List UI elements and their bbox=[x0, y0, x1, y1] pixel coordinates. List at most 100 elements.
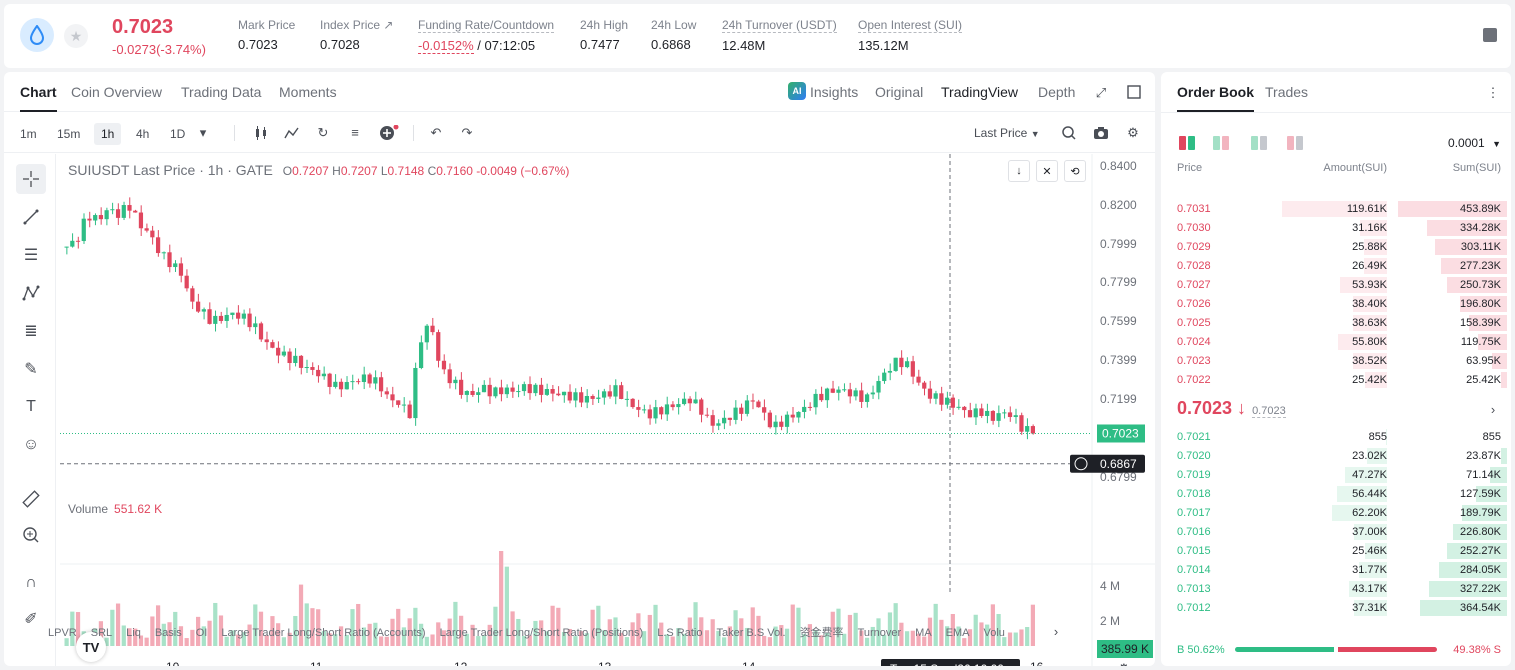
tab-moments[interactable]: Moments bbox=[279, 84, 337, 100]
timeframe-4h[interactable]: 4h bbox=[136, 127, 150, 141]
ask-row[interactable]: 0.7029 25.88K 303.11K bbox=[1161, 238, 1511, 257]
tab-trades[interactable]: Trades bbox=[1265, 84, 1309, 100]
timeframe-15m[interactable]: 15m bbox=[57, 127, 81, 141]
ask-row[interactable]: 0.7027 53.93K 250.73K bbox=[1161, 276, 1511, 295]
indicator-shortcut[interactable]: Taker B.S Vol. bbox=[716, 627, 786, 639]
ask-row[interactable]: 0.7031 119.61K 453.89K bbox=[1161, 200, 1511, 219]
tab-order-book[interactable]: Order Book bbox=[1177, 84, 1255, 112]
ruler-tool-icon[interactable] bbox=[16, 484, 46, 514]
undo-icon[interactable]: ↶ bbox=[430, 125, 442, 140]
indicator-shortcut[interactable]: Basis bbox=[154, 627, 182, 639]
bid-row[interactable]: 0.7015 25.46K 252.27K bbox=[1161, 542, 1511, 561]
add-indicator-icon[interactable] bbox=[379, 124, 399, 141]
volume-bar bbox=[459, 615, 464, 646]
emoji-tool-icon[interactable]: ☺ bbox=[22, 436, 40, 453]
mid-price[interactable]: 0.7023 ↓ 0.7023 bbox=[1177, 398, 1286, 419]
indicator-shortcut[interactable]: LPVR bbox=[48, 627, 77, 639]
axis-settings-icon[interactable]: ⚙ bbox=[1118, 662, 1130, 666]
reset-icon[interactable]: ⟲ bbox=[1064, 160, 1086, 182]
candlestick-type-icon[interactable] bbox=[253, 125, 269, 141]
ask-row[interactable]: 0.7024 55.80K 119.75K bbox=[1161, 333, 1511, 352]
indicator-shortcut[interactable]: MA bbox=[915, 627, 932, 639]
layout-bids-icon[interactable] bbox=[1251, 136, 1267, 150]
precision-select[interactable]: 0.0001 ▼ bbox=[1448, 136, 1501, 150]
more-options-icon[interactable]: ⋮ bbox=[1486, 85, 1500, 100]
row-sum: 453.89K bbox=[1460, 203, 1501, 215]
templates-icon[interactable]: ≡ bbox=[351, 125, 359, 140]
zoom-in-tool-icon[interactable] bbox=[16, 520, 46, 550]
indicator-shortcut[interactable]: Large Trader Long/Short Ratio (Accounts) bbox=[221, 627, 426, 639]
timeframe-1m[interactable]: 1m bbox=[20, 127, 37, 141]
bid-row[interactable]: 0.7016 37.00K 226.80K bbox=[1161, 523, 1511, 542]
trend-line-tool-icon[interactable] bbox=[16, 202, 46, 232]
ask-row[interactable]: 0.7028 26.49K 277.23K bbox=[1161, 257, 1511, 276]
pattern-tool-icon[interactable] bbox=[16, 278, 46, 308]
lock-drawing-icon[interactable]: ✐ bbox=[24, 611, 38, 628]
layout-both-icon[interactable] bbox=[1179, 136, 1195, 150]
settings-gear-icon[interactable]: ⚙ bbox=[1127, 125, 1139, 140]
price-type-select[interactable]: Last Price ▼ bbox=[974, 126, 1040, 140]
indicator-shortcut[interactable]: Liq bbox=[126, 627, 141, 639]
view-tab-depth[interactable]: Depth bbox=[1038, 84, 1076, 100]
book-icon[interactable] bbox=[1483, 28, 1497, 42]
replay-icon[interactable]: ↻ bbox=[317, 125, 329, 140]
text-tool-icon[interactable]: T bbox=[26, 398, 36, 415]
view-tab-original[interactable]: Original bbox=[875, 84, 924, 100]
ask-row[interactable]: 0.7030 31.16K 334.28K bbox=[1161, 219, 1511, 238]
indicators-icon[interactable] bbox=[284, 125, 300, 141]
layout-mixed-icon[interactable] bbox=[1213, 136, 1229, 150]
favorite-star-icon[interactable]: ★ bbox=[64, 24, 88, 48]
stat-index-price[interactable]: Index Price ↗ 0.7028 bbox=[320, 18, 393, 52]
candle-body bbox=[155, 237, 161, 254]
indicator-shortcut[interactable]: L.S Ratio bbox=[657, 627, 703, 639]
camera-icon[interactable] bbox=[1093, 125, 1109, 141]
bid-row[interactable]: 0.7021 855 855 bbox=[1161, 428, 1511, 447]
bid-row[interactable]: 0.7013 43.17K 327.22K bbox=[1161, 580, 1511, 599]
expand-icon[interactable]: ⤢ bbox=[1095, 85, 1107, 100]
tab-trading-data[interactable]: Trading Data bbox=[181, 84, 262, 100]
row-amount: 38.52K bbox=[1352, 355, 1387, 367]
ask-row[interactable]: 0.7025 38.63K 158.39K bbox=[1161, 314, 1511, 333]
chevron-right-icon[interactable]: › bbox=[1053, 624, 1059, 639]
candle-body bbox=[985, 410, 990, 416]
ask-row[interactable]: 0.7026 38.40K 196.80K bbox=[1161, 295, 1511, 314]
add-alert-icon[interactable] bbox=[1074, 457, 1088, 471]
bid-row[interactable]: 0.7017 62.20K 189.79K bbox=[1161, 504, 1511, 523]
indicator-shortcut[interactable]: OI bbox=[195, 627, 208, 639]
bid-row[interactable]: 0.7018 56.44K 127.59K bbox=[1161, 485, 1511, 504]
tab-chart[interactable]: Chart bbox=[20, 84, 57, 112]
view-tab-tradingview[interactable]: TradingView bbox=[941, 84, 1019, 100]
redo-icon[interactable]: ↷ bbox=[461, 125, 473, 140]
price-chart[interactable]: 0.8400 0.8200 0.7999 0.7799 0.7599 0.7399 0.71… bbox=[4, 154, 1155, 666]
bid-row[interactable]: 0.7019 47.27K 71.14K bbox=[1161, 466, 1511, 485]
indicator-shortcut[interactable]: 资金费率 bbox=[799, 627, 844, 639]
horizontal-lines-tool-icon[interactable]: ☰ bbox=[23, 247, 39, 264]
collapse-icon[interactable]: ✕ bbox=[1036, 160, 1058, 182]
ask-row[interactable]: 0.7022 25.42K 25.42K bbox=[1161, 371, 1511, 390]
fullscreen-square-icon[interactable] bbox=[1126, 85, 1142, 101]
view-tab-insights[interactable]: Insights bbox=[810, 84, 859, 100]
timeframe-1h[interactable]: 1h bbox=[94, 123, 122, 145]
indicator-shortcut[interactable]: Large Trader Long/Short Ratio (Positions… bbox=[439, 627, 644, 639]
arrow-down-icon[interactable]: ↓ bbox=[1008, 160, 1030, 182]
chevron-right-icon[interactable]: › bbox=[1490, 402, 1496, 417]
layout-asks-icon[interactable] bbox=[1287, 136, 1303, 150]
indicator-shortcut[interactable]: Turnover bbox=[857, 627, 902, 639]
search-icon[interactable] bbox=[1061, 125, 1077, 141]
magnet-tool-icon[interactable]: ∩ bbox=[25, 574, 37, 591]
indicator-shortcut[interactable]: SRL bbox=[90, 627, 113, 639]
candlestick-chart[interactable]: 0.8400 0.8200 0.7999 0.7799 0.7599 0.7399 0.71… bbox=[4, 154, 1155, 666]
tab-coin-overview[interactable]: Coin Overview bbox=[71, 84, 163, 100]
indicator-shortcut[interactable]: EMA bbox=[945, 627, 970, 639]
fibonacci-tool-icon[interactable]: ≣ bbox=[24, 323, 38, 340]
indicator-shortcut[interactable]: Volu bbox=[983, 627, 1005, 639]
bid-row[interactable]: 0.7020 23.02K 23.87K bbox=[1161, 447, 1511, 466]
volume-axis-label: 2 M bbox=[1100, 614, 1120, 628]
crosshair-tool-icon[interactable] bbox=[16, 164, 46, 194]
chevron-down-icon[interactable]: ▾ bbox=[199, 125, 207, 140]
bid-row[interactable]: 0.7014 31.77K 284.05K bbox=[1161, 561, 1511, 580]
bid-row[interactable]: 0.7012 37.31K 364.54K bbox=[1161, 599, 1511, 618]
ask-row[interactable]: 0.7023 38.52K 63.95K bbox=[1161, 352, 1511, 371]
brush-tool-icon[interactable]: ✎ bbox=[24, 361, 38, 378]
timeframe-1d[interactable]: 1D bbox=[170, 127, 186, 141]
